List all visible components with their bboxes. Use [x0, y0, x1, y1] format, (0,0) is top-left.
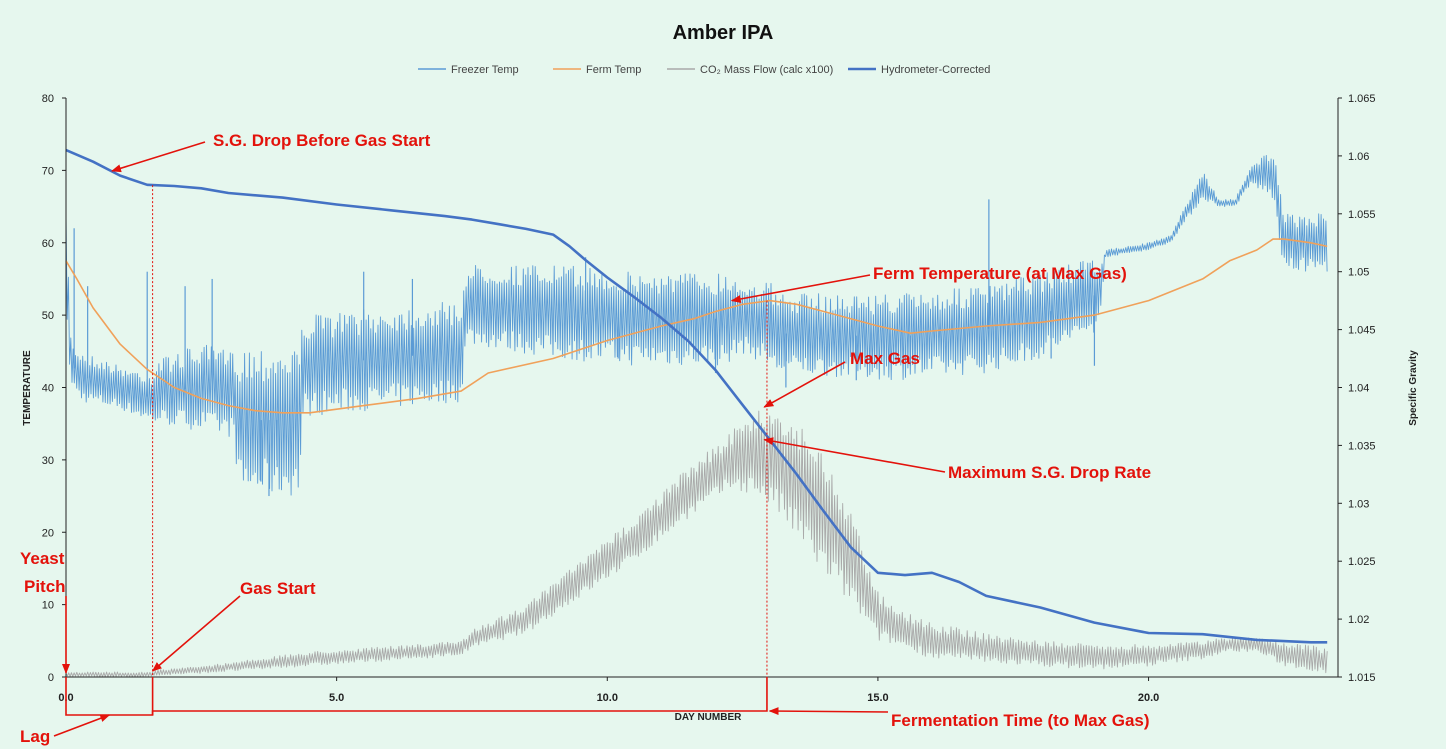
annotation-label: Maximum S.G. Drop Rate: [948, 463, 1151, 482]
y-left-tick-label: 40: [42, 383, 54, 395]
annotation-label: S.G. Drop Before Gas Start: [213, 131, 431, 150]
fermentation-bracket: [151, 677, 768, 715]
y-right-tick-label: 1.025: [1348, 556, 1376, 568]
legend-entry: Hydrometer-Corrected: [881, 64, 990, 76]
annotation-arrow: [763, 361, 846, 408]
annotation-label: Ferm Temperature (at Max Gas): [873, 264, 1127, 283]
y-axis-left-title: TEMPERATURE: [22, 350, 33, 426]
y-right-tick-label: 1.055: [1348, 209, 1376, 221]
y-right-tick-label: 1.05: [1348, 267, 1369, 279]
legend-entry: Freezer Temp: [451, 64, 519, 76]
annotation-arrow: [763, 437, 946, 473]
annotation-arrow: [111, 141, 206, 173]
annotation-arrow: [730, 274, 871, 303]
y-left-tick-label: 10: [42, 600, 54, 612]
y-right-tick-label: 1.02: [1348, 614, 1369, 626]
y-left-tick-label: 30: [42, 455, 54, 467]
x-axis-title: DAY NUMBER: [675, 712, 742, 723]
y-right-tick-label: 1.04: [1348, 383, 1369, 395]
y-right-tick-label: 1.03: [1348, 498, 1369, 510]
annotation-label: Lag: [20, 727, 50, 746]
y-left-tick-label: 80: [42, 93, 54, 105]
y-left-tick-label: 70: [42, 165, 54, 177]
legend-entry: Ferm Temp: [586, 64, 641, 76]
annotation-arrow: [53, 714, 111, 737]
x-tick-label: 10.0: [597, 692, 618, 704]
y-axis-right-title: Specific Gravity: [1408, 350, 1419, 426]
series-line-3: [65, 148, 1328, 644]
x-tick-label: 5.0: [329, 692, 344, 704]
series-line-1: [65, 238, 1328, 414]
y-left-tick-label: 20: [42, 527, 54, 539]
series-2: [65, 410, 1328, 678]
legend-entry: CO₂ Mass Flow (calc x100): [700, 64, 833, 76]
annotation-label: Pitch: [24, 577, 66, 596]
y-left-tick-label: 60: [42, 238, 54, 250]
y-left-tick-label: 50: [42, 310, 54, 322]
y-right-tick-label: 1.035: [1348, 440, 1376, 452]
y-right-tick-label: 1.065: [1348, 93, 1376, 105]
series-line: [65, 154, 1328, 496]
legend: Freezer Temp Ferm Temp CO₂ Mass Flow (calc…: [418, 64, 990, 76]
annotations: S.G. Drop Before Gas Start Ferm Temperatu…: [20, 131, 1151, 746]
y-left-tick-label: 0: [48, 672, 54, 684]
chart-title: Amber IPA: [673, 22, 774, 44]
plot-series: [65, 148, 1328, 678]
annotation-arrow: [151, 595, 241, 672]
annotation-label: Yeast: [20, 549, 65, 568]
series-line: [65, 410, 1328, 678]
y-right-tick-label: 1.06: [1348, 151, 1369, 163]
series-0: [65, 154, 1328, 497]
ticks: 0.0 5.0 10.0 15.0 20.0010203040506070801.015…: [42, 93, 1376, 704]
y-right-tick-label: 1.015: [1348, 672, 1376, 684]
annotation-label: Fermentation Time (to Max Gas): [891, 711, 1150, 730]
annotation-arrow: [768, 707, 889, 716]
lag-bracket: [65, 677, 154, 716]
x-tick-label: 20.0: [1138, 692, 1159, 704]
x-tick-label: 15.0: [867, 692, 888, 704]
annotation-label: Gas Start: [240, 579, 316, 598]
y-right-tick-label: 1.045: [1348, 325, 1376, 337]
annotation-label: Max Gas: [850, 349, 920, 368]
